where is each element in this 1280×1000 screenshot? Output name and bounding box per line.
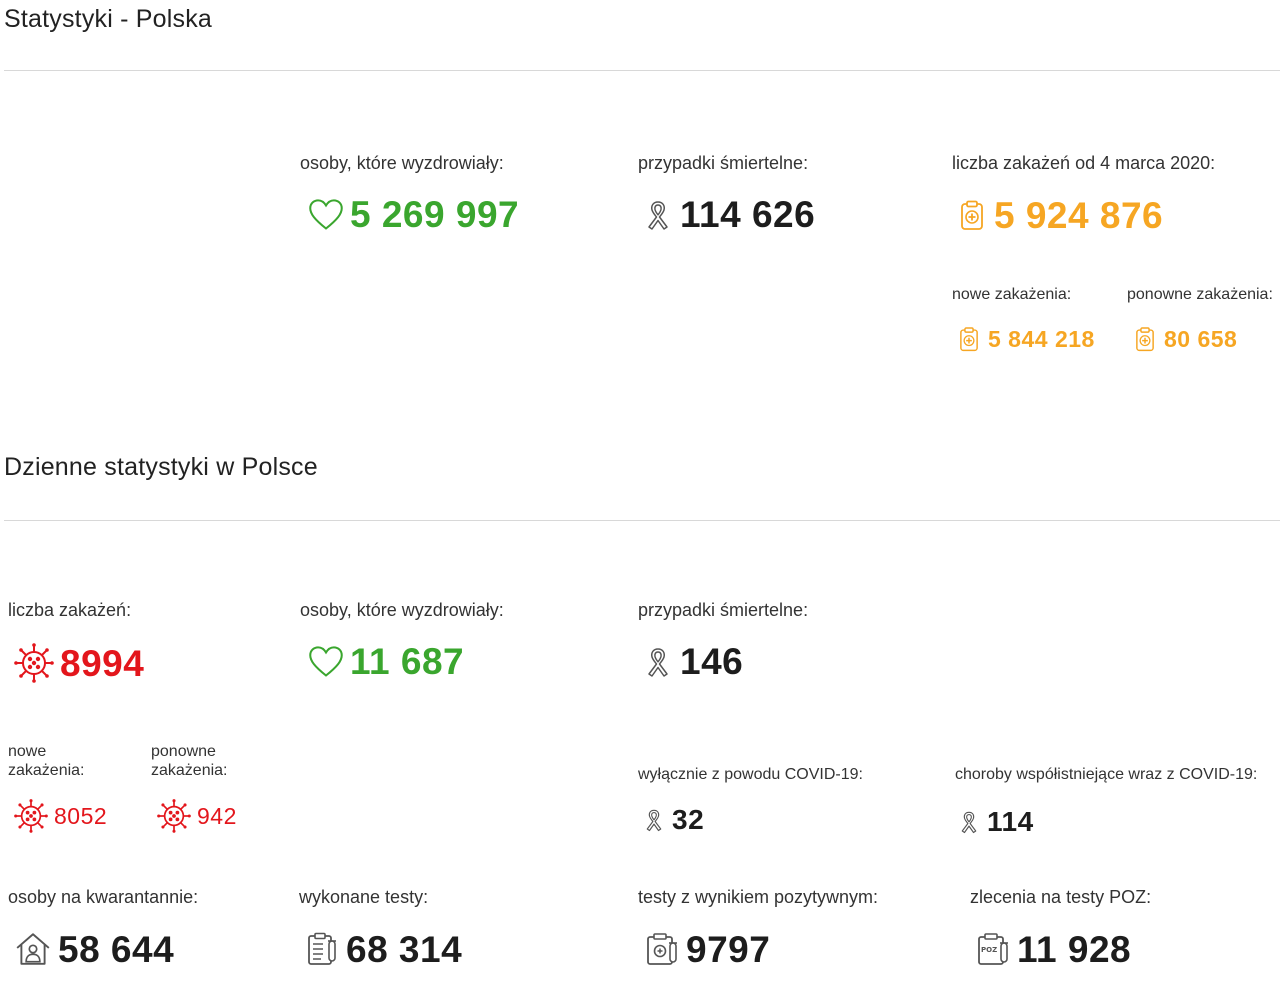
daily-reinfections-label-line1: ponowne (151, 743, 216, 760)
daily-reinfections-stat: 942 (157, 799, 237, 833)
daily-poz-orders-stat: POZ 11 928 (975, 930, 1131, 968)
overall-deaths-value: 114 626 (680, 194, 816, 235)
daily-recovered-stat: 11 687 (308, 643, 464, 680)
daily-poz-orders-label: zlecenia na testy POZ: (970, 887, 1152, 907)
daily-new-infections-label: nowe zakażenia: (8, 742, 85, 780)
daily-reinfections-label-line2: zakażenia: (151, 762, 228, 779)
poz-test-icon: POZ (975, 930, 1011, 968)
daily-new-infections-label-line1: nowe (8, 743, 47, 760)
daily-section-title: Dzienne statystyki w Polsce (4, 453, 318, 481)
virus-icon (14, 799, 48, 833)
daily-infections-value: 8994 (60, 642, 145, 684)
heart-icon (308, 197, 344, 233)
overall-reinfections-stat: 80 658 (1132, 324, 1237, 354)
virus-icon (14, 643, 54, 683)
daily-recovered-value: 11 687 (350, 641, 465, 682)
overall-new-infections-label: nowe zakażenia: (952, 286, 1072, 303)
daily-tests-stat: 68 314 (304, 930, 462, 968)
overall-recovered-value: 5 269 997 (350, 194, 520, 235)
daily-reinfections-value: 942 (197, 802, 237, 829)
daily-covid-only-value: 32 (672, 804, 705, 835)
daily-comorbid-value: 114 (987, 806, 1034, 837)
poz-icon-text: POZ (981, 946, 998, 954)
daily-positive-tests-label: testy z wynikiem pozytywnym: (638, 887, 879, 907)
overall-reinfections-label: ponowne zakażenia: (1127, 286, 1273, 303)
clipboard-icon (956, 324, 982, 354)
daily-infections-stat: 8994 (14, 643, 144, 683)
overall-deaths-stat: 114 626 (642, 196, 815, 233)
positive-test-icon (644, 930, 680, 968)
overall-reinfections-value: 80 658 (1164, 325, 1238, 352)
daily-poz-orders-value: 11 928 (1017, 928, 1132, 970)
daily-quarantine-stat: 58 644 (14, 930, 174, 968)
overall-recovered-stat: 5 269 997 (308, 196, 519, 233)
daily-quarantine-value: 58 644 (58, 928, 175, 970)
daily-tests-value: 68 314 (346, 928, 463, 970)
heart-icon (308, 644, 344, 680)
clipboard-icon (956, 196, 988, 234)
daily-comorbid-label: choroby współistniejące wraz z COVID-19: (955, 766, 1258, 783)
daily-deaths-stat: 146 (642, 643, 743, 680)
daily-comorbid-stat: 114 (957, 808, 1034, 836)
daily-reinfections-label: ponowne zakażenia: (151, 742, 228, 780)
daily-new-infections-label-line2: zakażenia: (8, 762, 85, 779)
overall-new-infections-value: 5 844 218 (988, 325, 1095, 352)
daily-divider (4, 520, 1280, 521)
test-clipboard-icon (304, 930, 340, 968)
daily-quarantine-label: osoby na kwarantannie: (8, 887, 199, 907)
ribbon-icon (642, 644, 674, 680)
daily-recovered-label: osoby, które wyzdrowiały: (300, 600, 504, 620)
clipboard-icon (1132, 324, 1158, 354)
overall-infections-label: liczba zakażeń od 4 marca 2020: (952, 153, 1216, 173)
overall-section-title: Statystyki - Polska (4, 5, 213, 33)
daily-deaths-value: 146 (680, 641, 744, 682)
overall-recovered-label: osoby, które wyzdrowiały: (300, 153, 504, 173)
overall-divider (4, 70, 1280, 71)
overall-infections-stat: 5 924 876 (956, 196, 1163, 234)
overall-deaths-label: przypadki śmiertelne: (638, 153, 809, 173)
ribbon-icon (957, 808, 981, 836)
house-person-icon (14, 930, 52, 968)
ribbon-icon (642, 806, 666, 834)
overall-new-infections-stat: 5 844 218 (956, 324, 1095, 354)
daily-deaths-label: przypadki śmiertelne: (638, 600, 809, 620)
daily-new-infections-value: 8052 (54, 802, 108, 829)
daily-new-infections-stat: 8052 (14, 799, 107, 833)
overall-infections-value: 5 924 876 (994, 194, 1164, 236)
daily-covid-only-label: wyłącznie z powodu COVID-19: (638, 766, 863, 783)
daily-tests-label: wykonane testy: (299, 887, 429, 907)
ribbon-icon (642, 197, 674, 233)
daily-positive-tests-value: 9797 (686, 928, 771, 970)
daily-infections-label: liczba zakażeń: (8, 600, 132, 620)
daily-positive-tests-stat: 9797 (644, 930, 770, 968)
daily-covid-only-stat: 32 (642, 806, 704, 834)
virus-icon (157, 799, 191, 833)
